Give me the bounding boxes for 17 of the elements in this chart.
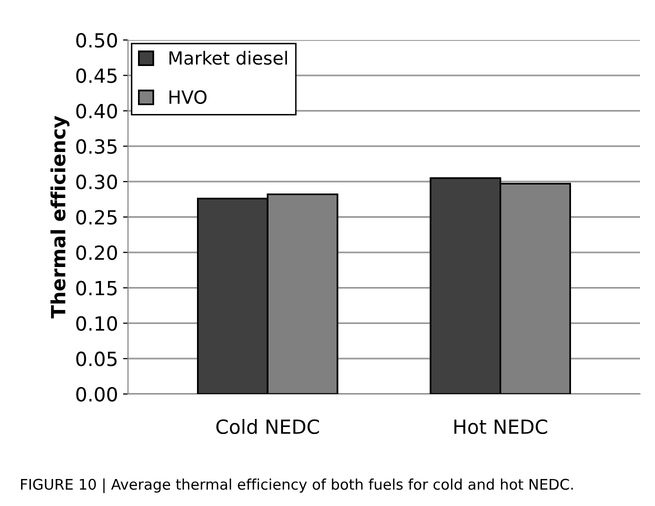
y-tick-label: 0.10 (76, 316, 117, 331)
y-tick-label: 0.50 (76, 32, 117, 48)
y-tick-label: 0.00 (76, 386, 117, 402)
x-tick-label: Hot NEDC (454, 419, 548, 434)
y-tick-label: 0.15 (76, 280, 117, 296)
y-tick-label: 0.20 (76, 245, 117, 260)
y-tick-label: 0.30 (76, 174, 117, 190)
y-tick-label: 0.40 (76, 104, 117, 118)
x-tick-label: Cold NEDC (216, 419, 319, 434)
y-axis-title: Thermal efficiency (50, 116, 70, 318)
y-tick-label: 0.45 (76, 68, 117, 84)
y-tick-label: 0.05 (76, 352, 117, 366)
legend-label: Market diesel (169, 50, 287, 65)
y-tick-label: 0.25 (76, 210, 117, 225)
legend-label: HVO (169, 90, 207, 104)
caption: FIGURE 10 | Average thermal efficiency of both fuels for cold and hot NEDC. (21, 478, 573, 494)
y-tick-label: 0.35 (76, 139, 117, 154)
